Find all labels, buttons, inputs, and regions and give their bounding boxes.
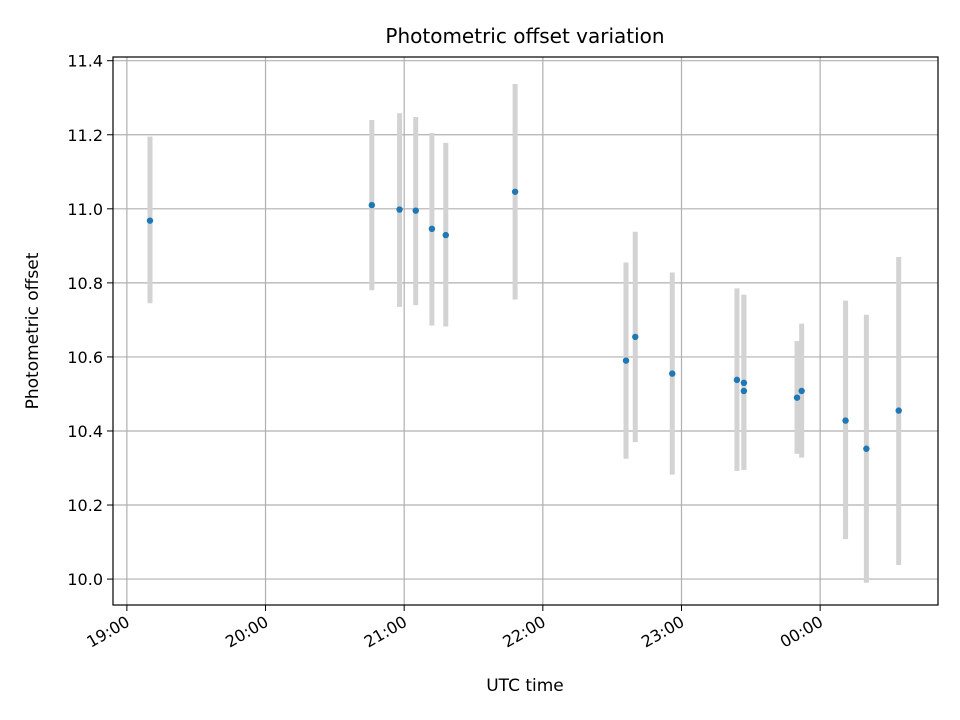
- data-point: [895, 407, 902, 414]
- x-tick-label: 20:00: [222, 612, 271, 652]
- axis-ticks: 19:00 20:00 21:00 22:00 23:00 00:00 10.0 10.2 10…: [67, 52, 826, 652]
- data-point: [428, 225, 436, 233]
- data-point: [733, 376, 741, 384]
- data-point: [396, 206, 403, 213]
- x-tick-label: 22:00: [499, 612, 548, 652]
- data-point: [793, 394, 801, 401]
- data-point: [622, 357, 630, 364]
- y-tick-label: 10.6: [67, 348, 103, 367]
- data-points: [146, 188, 902, 452]
- data-point: [632, 333, 639, 341]
- grid: [113, 57, 938, 605]
- data-point: [740, 387, 748, 395]
- data-point: [412, 207, 419, 214]
- y-tick-label: 11.0: [67, 200, 103, 219]
- y-tick-label: 10.0: [67, 570, 103, 589]
- data-point: [863, 445, 870, 452]
- data-point: [146, 217, 154, 224]
- x-axis-label: UTC time: [486, 676, 564, 696]
- chart-title: Photometric offset variation: [385, 24, 664, 48]
- y-tick-label: 11.2: [67, 126, 103, 145]
- x-tick-label: 23:00: [638, 612, 687, 652]
- data-point: [740, 379, 748, 387]
- x-tick-label: 19:00: [83, 612, 132, 652]
- error-bars: [147, 84, 902, 583]
- x-tick-label: 21:00: [361, 612, 410, 652]
- data-point: [842, 417, 849, 424]
- y-axis-label: Photometric offset: [23, 252, 43, 409]
- data-point: [669, 370, 676, 377]
- y-tick-label: 10.8: [67, 274, 103, 293]
- x-tick-label: 00:00: [777, 612, 826, 652]
- y-tick-label: 11.4: [67, 52, 103, 71]
- data-point: [442, 231, 449, 239]
- y-tick-label: 10.4: [67, 422, 103, 441]
- data-point: [798, 387, 805, 395]
- plot-frame: [112, 56, 939, 606]
- data-point: [368, 201, 376, 209]
- data-point: [511, 188, 519, 195]
- y-tick-label: 10.2: [67, 496, 103, 515]
